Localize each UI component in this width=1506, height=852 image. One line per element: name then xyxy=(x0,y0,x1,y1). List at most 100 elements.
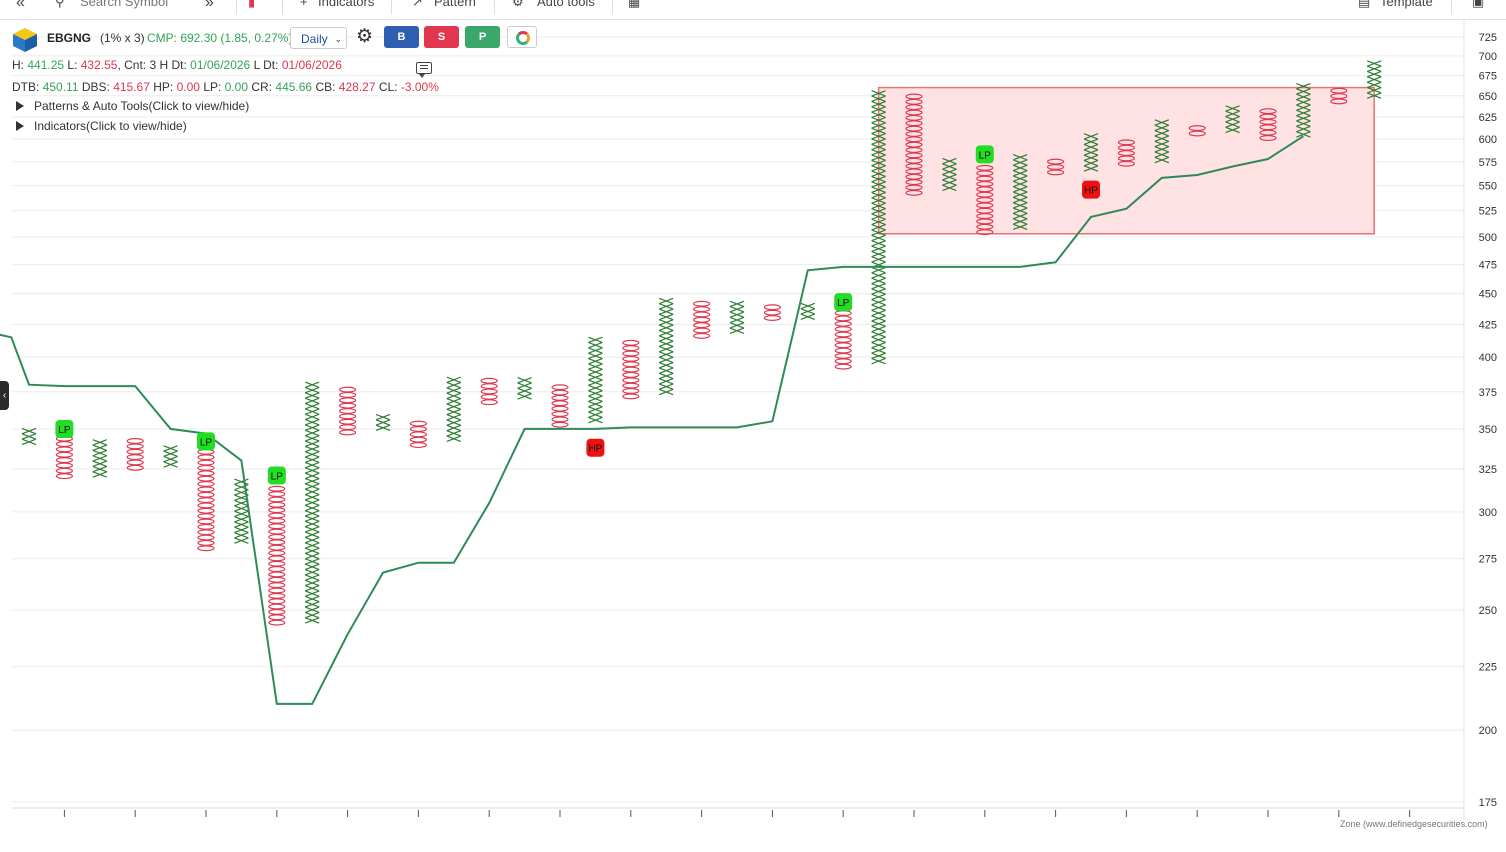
o-column xyxy=(976,164,994,236)
o-mark xyxy=(339,386,357,393)
o-mark xyxy=(268,512,286,519)
x-mark xyxy=(800,302,816,310)
pattern-icon[interactable]: ↗ xyxy=(412,0,423,9)
x-mark xyxy=(871,170,886,177)
x-mark xyxy=(1296,104,1311,111)
plus-icon[interactable]: + xyxy=(300,0,308,9)
x-mark xyxy=(304,595,320,603)
x-mark xyxy=(1296,93,1311,101)
x-mark xyxy=(942,168,957,176)
o-mark xyxy=(976,218,994,225)
o-mark xyxy=(834,347,852,354)
o-mark xyxy=(197,502,215,509)
y-tick-label: 375 xyxy=(1479,387,1497,399)
x-mark xyxy=(871,186,886,194)
indicators-toggle[interactable]: Indicators(Click to view/hide) xyxy=(16,119,187,133)
o-mark xyxy=(339,429,357,436)
x-mark xyxy=(1154,124,1170,132)
o-mark xyxy=(692,322,711,329)
buy-button[interactable]: B xyxy=(384,26,419,48)
badge-box xyxy=(834,293,853,312)
x-mark xyxy=(446,414,462,421)
x-mark xyxy=(658,383,674,390)
o-mark xyxy=(1117,139,1136,146)
side-panel-handle[interactable]: ‹ xyxy=(0,381,9,410)
layout-icon[interactable]: ▦ xyxy=(628,0,641,9)
o-column xyxy=(126,438,144,471)
x-mark xyxy=(1012,207,1028,214)
x-mark xyxy=(729,316,745,324)
x-mark xyxy=(304,429,320,437)
template-icon[interactable]: ▤ xyxy=(1358,0,1371,9)
box-size: (1% x 3) xyxy=(100,31,145,45)
template-button[interactable]: Template xyxy=(1380,0,1433,9)
x-column xyxy=(1225,105,1240,134)
candles-icon[interactable]: ▮ xyxy=(248,0,256,9)
save-icon[interactable]: ▣ xyxy=(1472,0,1485,9)
x-mark xyxy=(871,90,886,97)
x-mark xyxy=(658,324,674,331)
x-mark xyxy=(304,381,320,389)
o-mark xyxy=(480,399,498,406)
x-mark xyxy=(1012,186,1028,193)
x-mark xyxy=(1083,138,1099,145)
x-mark xyxy=(588,352,603,360)
badge-label: LP xyxy=(58,425,71,436)
x-mark xyxy=(1366,60,1382,67)
o-mark xyxy=(551,394,569,401)
x-mark xyxy=(871,315,886,322)
o-column xyxy=(905,93,923,196)
gear-icon[interactable]: ⚙ xyxy=(356,26,374,47)
x-mark xyxy=(1225,126,1240,134)
o-mark xyxy=(551,400,569,407)
y-axis: 725 700 675 650 625 600 575 550 525 500 475 450 425 4… xyxy=(1463,20,1497,820)
x-mark xyxy=(942,173,957,181)
x-mark xyxy=(1296,115,1311,122)
x-mark xyxy=(658,340,674,348)
o-mark xyxy=(905,173,923,180)
x-mark xyxy=(304,611,320,619)
patterns-toggle[interactable]: Patterns & Auto Tools(Click to view/hide… xyxy=(16,99,249,113)
auto-tools-button[interactable]: Auto tools xyxy=(537,0,595,9)
o-mark xyxy=(551,384,569,391)
refresh-button[interactable] xyxy=(507,26,537,48)
o-mark xyxy=(905,93,923,100)
pnf-chart[interactable]: LP LP LP HP LP LP HP 725 700 675 650 625 600 575 550 5… xyxy=(0,20,1506,852)
collapse-icon[interactable]: « xyxy=(16,0,25,11)
x-mark xyxy=(942,184,957,192)
o-mark xyxy=(622,355,640,362)
auto-tools-icon[interactable]: ⚙ xyxy=(512,0,524,9)
search-icon[interactable]: ⚲ xyxy=(55,0,65,9)
x-column xyxy=(446,376,462,442)
hp-badge: HP xyxy=(1082,180,1100,199)
x-mark xyxy=(871,341,886,349)
pattern-button[interactable]: Pattern xyxy=(434,0,476,9)
sell-button[interactable]: S xyxy=(424,26,459,48)
x-mark xyxy=(446,435,462,442)
x-mark xyxy=(871,266,886,274)
x-column xyxy=(1366,60,1382,99)
x-mark xyxy=(871,116,886,124)
x-mark xyxy=(588,406,603,413)
x-mark xyxy=(871,143,886,151)
timeframe-select[interactable]: Daily ⌄ xyxy=(290,27,347,49)
o-mark xyxy=(268,560,286,567)
expand-icon[interactable]: » xyxy=(205,0,214,11)
comment-icon[interactable] xyxy=(416,62,432,78)
y-tick-label: 300 xyxy=(1479,507,1497,519)
o-mark xyxy=(268,491,286,498)
o-mark xyxy=(834,320,852,327)
x-mark xyxy=(304,456,320,464)
x-mark xyxy=(1225,121,1240,128)
x-mark xyxy=(658,319,674,326)
x-mark xyxy=(800,308,816,315)
x-mark xyxy=(234,537,249,544)
trend-line xyxy=(0,135,1304,705)
indicators-button[interactable]: Indicators xyxy=(318,0,375,9)
p-button[interactable]: P xyxy=(465,26,500,48)
x-mark xyxy=(1154,146,1170,153)
o-mark xyxy=(976,180,994,187)
search-input[interactable]: Search Symbol xyxy=(80,0,169,9)
badge-label: LP xyxy=(979,150,992,161)
o-mark xyxy=(976,229,994,236)
